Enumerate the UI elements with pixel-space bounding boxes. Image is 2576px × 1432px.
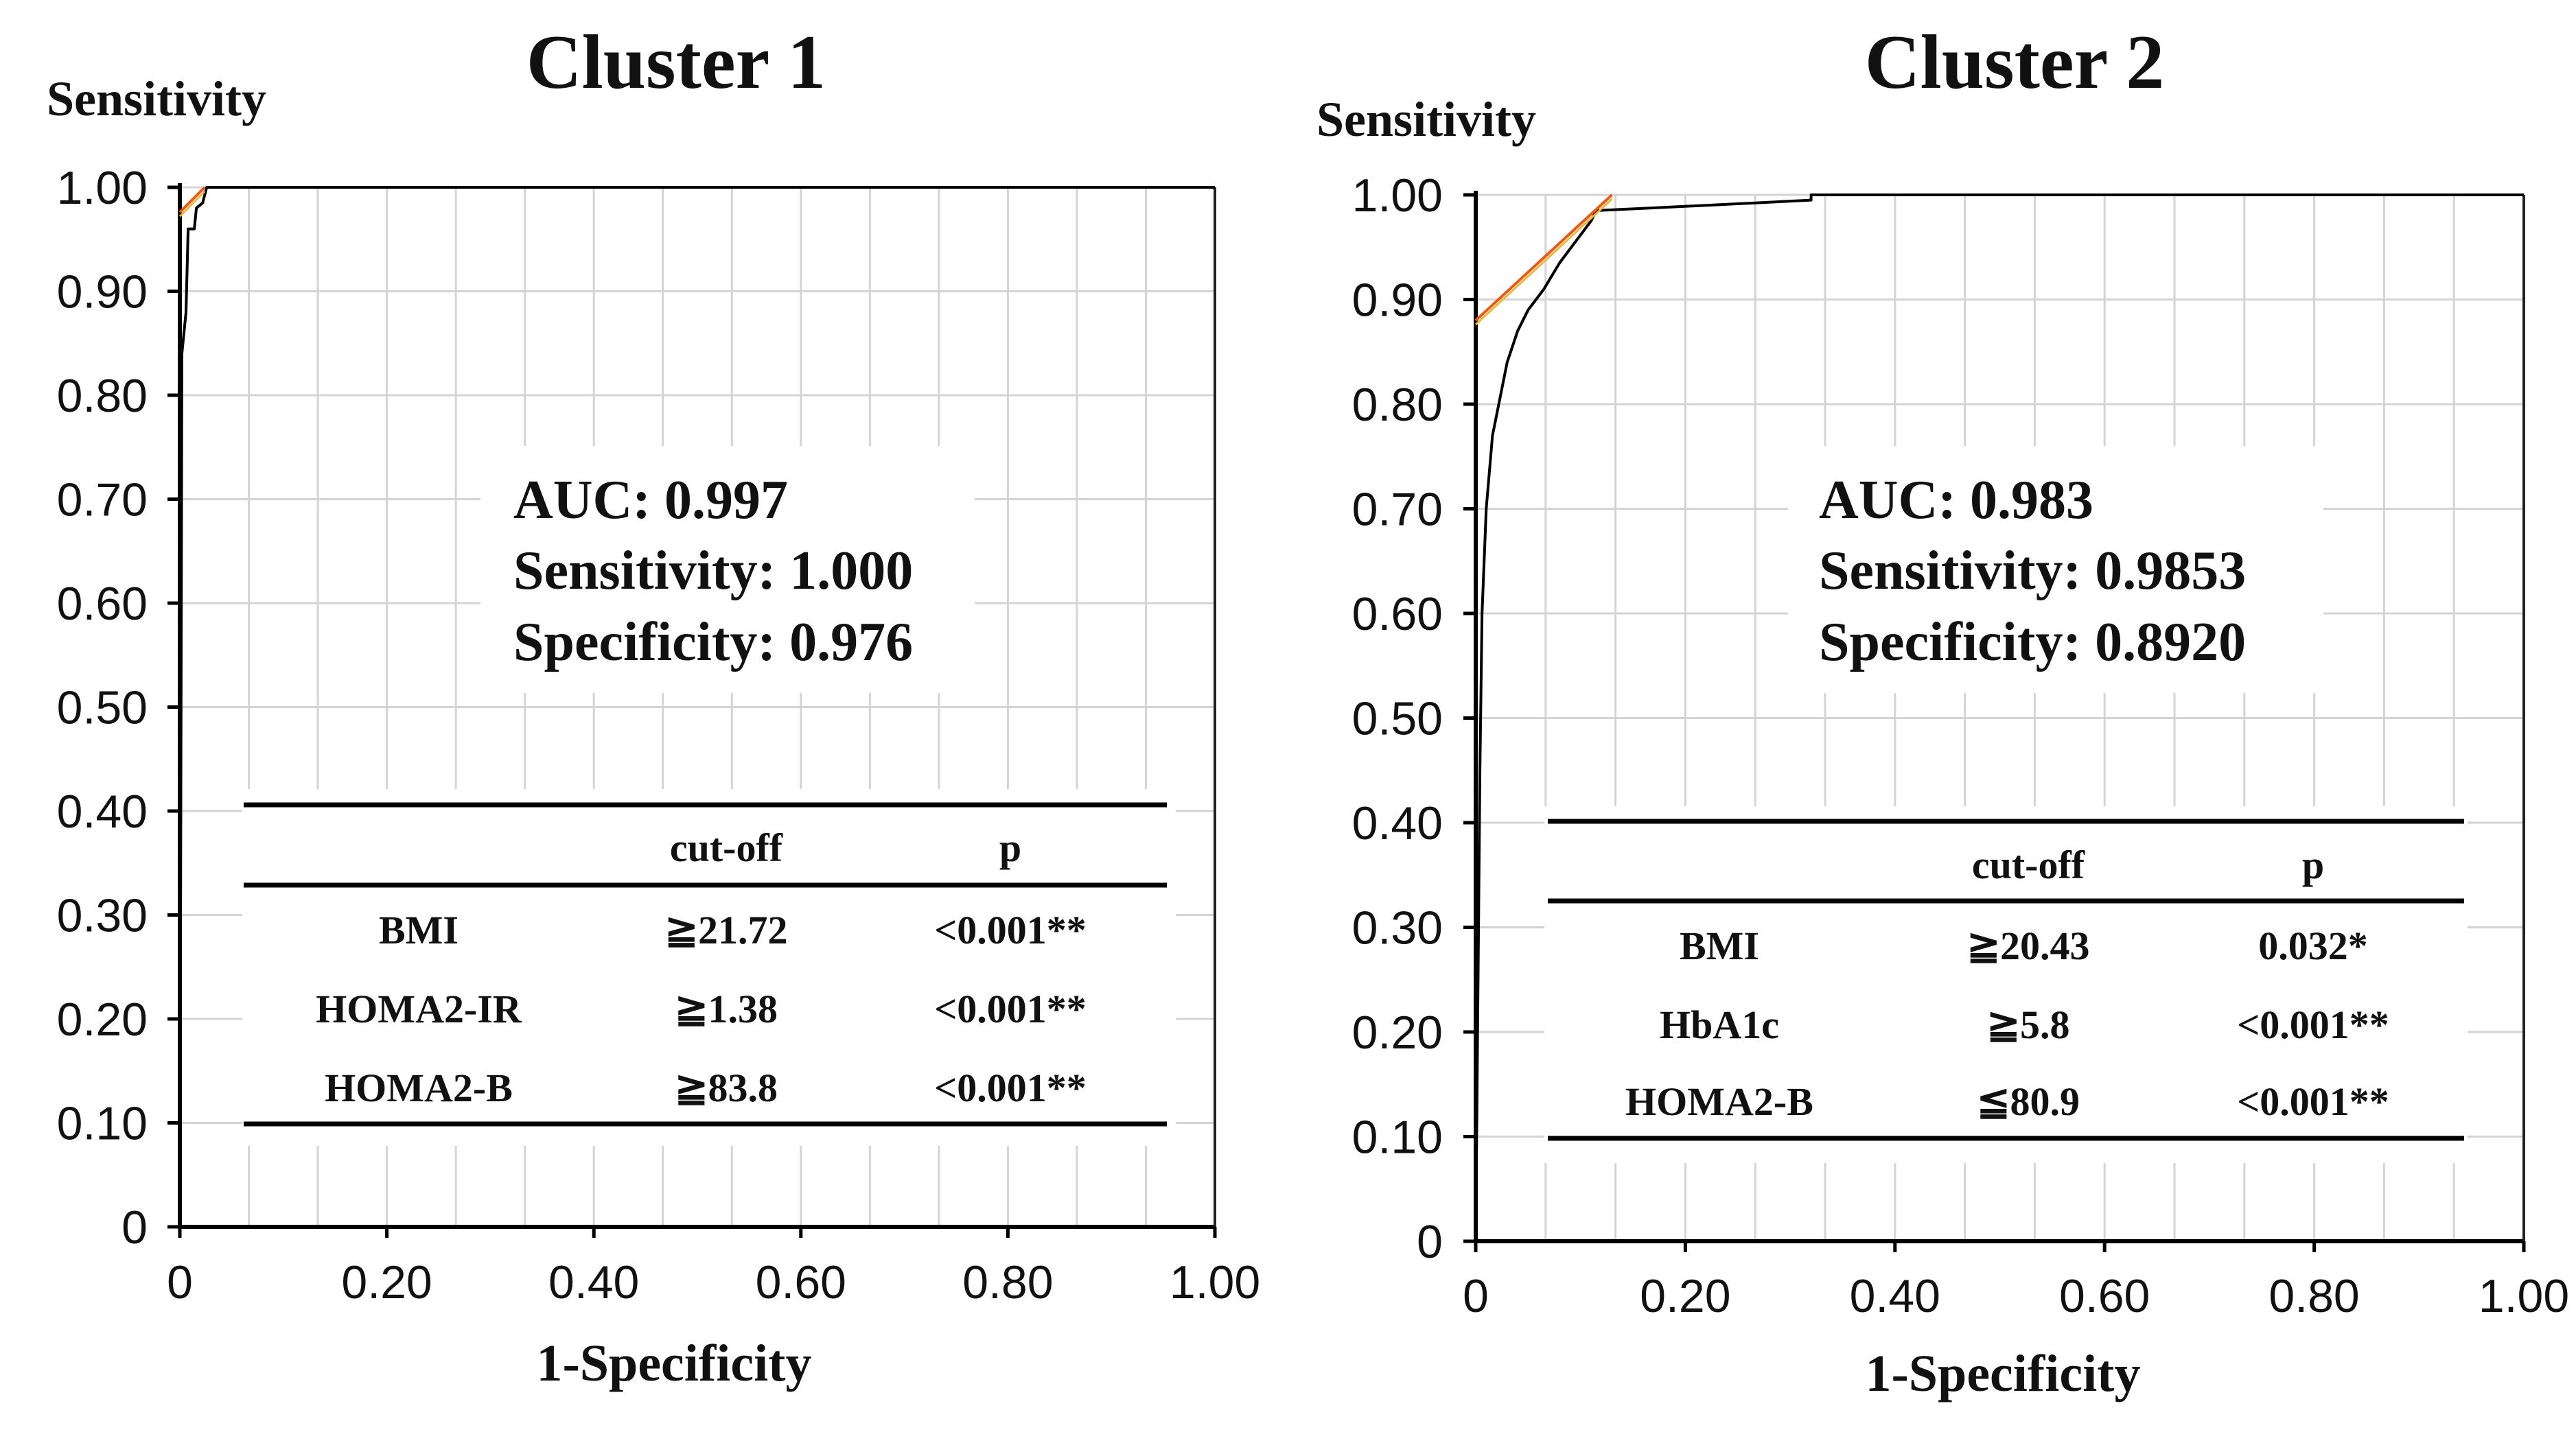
tangent-line-shadow [178,190,206,218]
table-header-cell: cut-off [1972,843,2085,887]
table-cell: <0.001** [2237,1002,2389,1047]
table-cell: <0.001** [934,1066,1087,1110]
y-tick-label: 0.40 [1352,797,1443,849]
tangent-line [178,186,206,213]
table-cell: HOMA2-IR [316,987,522,1031]
table-header-cell: p [999,825,1021,870]
stat-sensitivity: Sensitivity: 1.000 [513,541,913,601]
table-cell: ≦80.9 [1977,1079,2080,1124]
x-tick-label: 1.00 [1170,1256,1260,1308]
tangent-line [1474,193,1613,322]
table-cell: HOMA2-B [1625,1079,1813,1124]
table-background [242,789,1176,1146]
x-tick-label: 0.60 [2059,1270,2150,1322]
x-tick-label: 0.20 [341,1256,432,1308]
x-tick-label: 0.80 [962,1256,1053,1308]
y-tick-label: 0.80 [1352,379,1443,431]
y-tick-label: 1.00 [1352,169,1443,222]
y-tick-label: 0.90 [1352,274,1443,327]
y-tick-label: 0.60 [1352,588,1443,640]
y-axis-label: Sensitivity [47,71,266,126]
table-cell: HbA1c [1660,1002,1779,1047]
y-tick-label: 0.70 [1352,484,1443,536]
y-tick-label: 0.80 [57,370,148,422]
table-header-cell: cut-off [670,825,783,870]
y-tick-label: 0.50 [1352,693,1443,745]
chart-title: Cluster 2 [1865,20,2165,105]
table-cell: <0.001** [2237,1079,2389,1124]
table-cell: ≧21.72 [664,908,787,952]
x-tick-label: 0 [1463,1270,1489,1322]
table-cell: ≧83.8 [675,1066,778,1110]
roc-curve [1474,193,2524,1242]
y-tick-label: 0.30 [57,890,148,942]
tangent-line-shadow [1474,198,1613,326]
x-tick-label: 0.40 [1850,1270,1940,1322]
roc-curve [178,186,1215,1228]
table-cell: BMI [1680,924,1759,968]
x-tick-label: 0.80 [2268,1270,2359,1322]
y-tick-label: 0.50 [57,682,148,734]
table-cell: 0.032* [2258,924,2368,968]
y-axis-label: Sensitivity [1316,92,1536,147]
y-tick-label: 0.60 [57,578,148,630]
y-tick-label: 0.40 [57,786,148,838]
y-tick-label: 0.10 [57,1098,148,1150]
table-cell: ≧1.38 [675,987,778,1031]
x-tick-label: 0.20 [1640,1270,1730,1322]
table-cell: ≧5.8 [1986,1002,2069,1047]
y-tick-label: 0.20 [1352,1007,1443,1059]
stat-sensitivity: Sensitivity: 0.9853 [1819,541,2246,601]
table-cell: <0.001** [934,987,1087,1031]
table-cell: <0.001** [934,908,1087,952]
chart-1: AUC: 0.997 Sensitivity: 1.000 Specificity:… [47,20,1260,1392]
table-cell: ≧20.43 [1966,924,2089,968]
table-background [1544,806,2468,1163]
y-tick-label: 0.30 [1352,902,1443,954]
y-tick-label: 0.70 [57,474,148,526]
chart-2: AUC: 0.983 Sensitivity: 0.9853 Specificity… [1316,20,2569,1402]
x-tick-label: 0.40 [548,1256,639,1308]
stats-background [1788,446,2323,693]
y-tick-label: 0 [1417,1216,1443,1268]
stat-auc: AUC: 0.983 [1819,470,2093,530]
stats-background [480,446,975,693]
y-tick-label: 1.00 [57,162,148,214]
stat-specificity: Specificity: 0.976 [513,612,913,672]
table-cell: HOMA2-B [325,1066,513,1110]
x-tick-label: 0.60 [756,1256,846,1308]
x-axis-label: 1-Specificity [536,1335,811,1392]
chart-title: Cluster 1 [526,20,826,105]
y-tick-label: 0 [121,1201,148,1254]
y-tick-label: 0.20 [57,994,148,1046]
y-tick-label: 0.90 [57,266,148,318]
table-cell: BMI [379,908,459,952]
x-tick-label: 1.00 [2479,1270,2569,1322]
x-axis-label: 1-Specificity [1865,1345,2140,1402]
stat-auc: AUC: 0.997 [513,470,788,530]
table-header-cell: p [2302,843,2324,887]
stat-specificity: Specificity: 0.8920 [1819,612,2246,672]
y-tick-label: 0.10 [1352,1112,1443,1164]
x-tick-label: 0 [167,1256,193,1308]
